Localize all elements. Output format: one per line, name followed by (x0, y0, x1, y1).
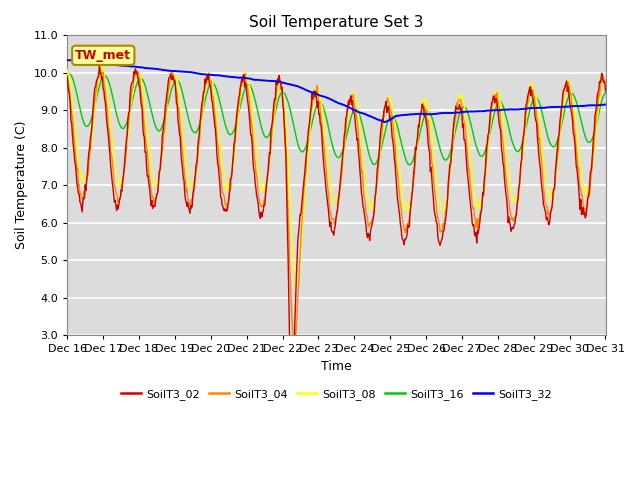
SoilT3_02 (602, 88, 609, 94)
SoilT3_16 (63, 69, 71, 75)
SoilT3_16 (73, 92, 81, 97)
SoilT3_08 (602, 80, 609, 85)
Line: SoilT3_08: SoilT3_08 (67, 66, 605, 288)
SoilT3_02 (63, 74, 71, 80)
Title: Soil Temperature Set 3: Soil Temperature Set 3 (249, 15, 424, 30)
SoilT3_04 (602, 78, 609, 84)
SoilT3_32 (74, 58, 81, 63)
SoilT3_32 (602, 102, 609, 108)
Line: SoilT3_32: SoilT3_32 (67, 60, 605, 122)
Legend: SoilT3_02, SoilT3_04, SoilT3_08, SoilT3_16, SoilT3_32: SoilT3_02, SoilT3_04, SoilT3_08, SoilT3_… (116, 384, 556, 404)
SoilT3_08 (212, 108, 220, 113)
SoilT3_16 (129, 98, 136, 104)
SoilT3_04 (290, 342, 298, 348)
SoilT3_08 (63, 67, 71, 72)
SoilT3_16 (602, 90, 609, 96)
SoilT3_02 (288, 405, 296, 411)
SoilT3_08 (129, 91, 137, 97)
SoilT3_02 (129, 78, 137, 84)
SoilT3_32 (184, 69, 191, 75)
SoilT3_04 (96, 66, 104, 72)
SoilT3_08 (292, 285, 300, 290)
SoilT3_04 (63, 73, 71, 79)
SoilT3_04 (212, 127, 220, 132)
SoilT3_16 (418, 121, 426, 127)
SoilT3_32 (70, 57, 78, 62)
SoilT3_32 (212, 72, 220, 78)
SoilT3_04 (419, 100, 427, 106)
SoilT3_08 (403, 208, 411, 214)
Line: SoilT3_04: SoilT3_04 (67, 69, 605, 345)
SoilT3_02 (73, 180, 81, 186)
SoilT3_02 (419, 104, 427, 110)
SoilT3_04 (184, 196, 191, 202)
SoilT3_16 (406, 162, 413, 168)
Text: TW_met: TW_met (76, 49, 131, 62)
Line: SoilT3_02: SoilT3_02 (67, 65, 605, 408)
SoilT3_04 (73, 168, 81, 173)
X-axis label: Time: Time (321, 360, 352, 372)
SoilT3_32 (403, 112, 411, 118)
Y-axis label: Soil Temperature (C): Soil Temperature (C) (15, 121, 28, 250)
SoilT3_16 (402, 156, 410, 162)
SoilT3_08 (419, 102, 427, 108)
SoilT3_04 (129, 85, 137, 91)
Line: SoilT3_16: SoilT3_16 (67, 72, 605, 165)
SoilT3_16 (212, 84, 220, 90)
SoilT3_02 (212, 138, 220, 144)
SoilT3_08 (99, 63, 107, 69)
SoilT3_08 (73, 139, 81, 145)
SoilT3_02 (95, 62, 103, 68)
SoilT3_32 (129, 63, 137, 69)
SoilT3_32 (63, 58, 71, 63)
SoilT3_02 (403, 231, 411, 237)
SoilT3_32 (419, 111, 427, 117)
SoilT3_32 (381, 119, 388, 125)
SoilT3_08 (184, 171, 191, 177)
SoilT3_04 (403, 221, 411, 227)
SoilT3_16 (183, 109, 191, 115)
SoilT3_02 (184, 199, 191, 205)
